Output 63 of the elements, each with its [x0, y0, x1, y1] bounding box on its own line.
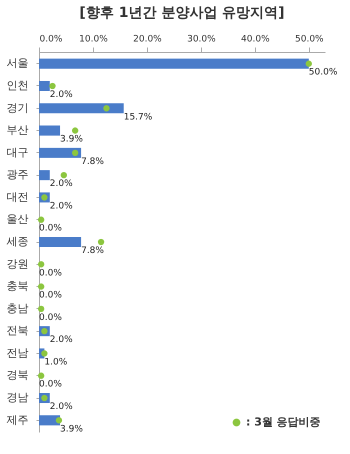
- data-label: 0.0%: [39, 380, 62, 390]
- data-label: 2.0%: [50, 179, 74, 190]
- data-label: 7.8%: [81, 246, 104, 256]
- data-label: 15.7%: [124, 112, 153, 122]
- bar: [39, 58, 309, 69]
- bar: [39, 80, 50, 92]
- bar: [39, 126, 60, 136]
- y-tick-label: 인천: [6, 78, 28, 92]
- y-tick-label: 경기: [6, 101, 28, 114]
- point: [41, 350, 48, 357]
- point: [38, 283, 44, 290]
- point: [56, 417, 62, 424]
- point: [38, 372, 44, 379]
- x-tick-label: 40.0%: [241, 34, 270, 44]
- data-label: 0.0%: [39, 224, 62, 234]
- x-tick-label: 0.0%: [40, 34, 63, 44]
- y-tick-label: 광주: [6, 168, 28, 182]
- data-label: 3.9%: [60, 424, 84, 434]
- point: [60, 172, 67, 178]
- y-tick-label: 경북: [6, 368, 28, 382]
- data-label: 0.0%: [39, 268, 62, 278]
- bar: [39, 236, 82, 248]
- y-tick-label: 대전: [6, 190, 28, 204]
- y-tick-label: 전남: [6, 346, 28, 360]
- point: [98, 238, 104, 246]
- y-tick-label: 경남: [6, 391, 28, 404]
- y-tick-label: 서울: [6, 56, 28, 70]
- point: [72, 127, 78, 134]
- data-label: 50.0%: [308, 68, 338, 78]
- point: [72, 150, 78, 156]
- y-tick-label: 강원: [6, 257, 28, 270]
- point: [38, 306, 44, 312]
- data-label: 0.0%: [39, 290, 62, 301]
- point: [103, 105, 110, 112]
- x-tick-label: 20.0%: [133, 34, 162, 44]
- data-label: 3.9%: [60, 134, 84, 145]
- data-label: 2.0%: [50, 90, 74, 100]
- bar: [39, 103, 124, 114]
- point: [306, 60, 312, 67]
- y-tick-label: 제주: [6, 413, 28, 426]
- y-tick-label: 세종: [6, 235, 28, 248]
- bar: [39, 148, 82, 158]
- data-label: 7.8%: [81, 156, 104, 167]
- y-tick-label: 충남: [6, 302, 28, 315]
- x-tick-label: 50.0%: [295, 34, 324, 44]
- data-label: 2.0%: [50, 402, 74, 412]
- y-tick-label: 충북: [6, 280, 28, 293]
- chart-title: [향후 1년간 분양사업 유망지역]: [79, 5, 285, 21]
- legend-label: : 3월 응답비중: [246, 416, 321, 428]
- bar: [39, 170, 50, 180]
- y-tick-label: 부산: [6, 124, 28, 137]
- point: [38, 216, 44, 223]
- point: [49, 82, 56, 90]
- data-label: 2.0%: [50, 335, 74, 346]
- y-tick-label: 울산: [6, 212, 28, 226]
- y-tick-label: 전북: [6, 324, 28, 338]
- data-label: 2.0%: [50, 201, 74, 212]
- x-tick-label: 10.0%: [79, 34, 108, 44]
- y-tick-label: 대구: [6, 146, 28, 159]
- data-label: 0.0%: [39, 312, 62, 323]
- point: [38, 261, 44, 268]
- data-label: 1.0%: [44, 357, 68, 368]
- x-tick-label: 30.0%: [187, 34, 216, 44]
